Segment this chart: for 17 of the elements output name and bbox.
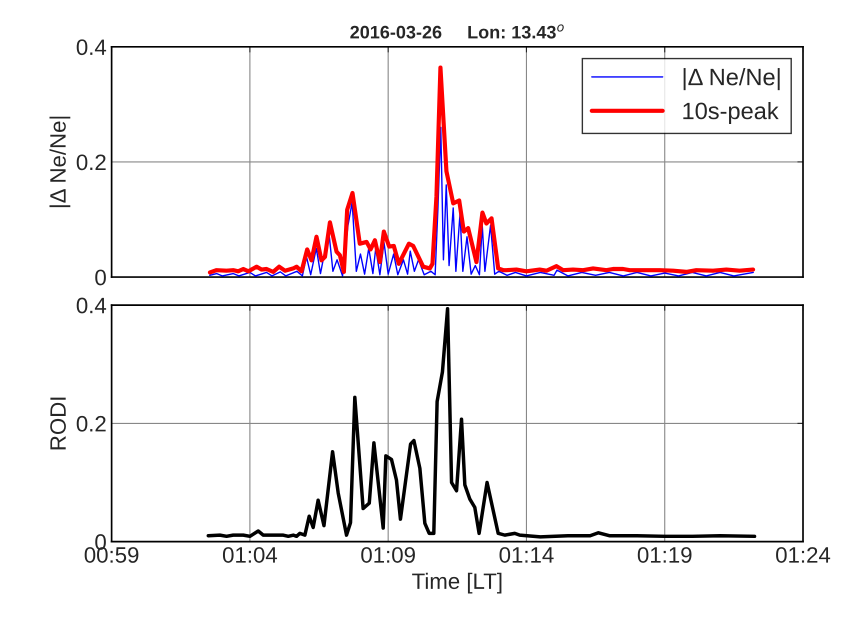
x-tick-label: 01:14 bbox=[500, 547, 554, 563]
x-tick-label: 01:19 bbox=[638, 547, 692, 563]
y-axis-title: RODI bbox=[50, 398, 66, 450]
x-tick-label: 01:09 bbox=[361, 547, 415, 563]
chart-title: 2016-03-26 Lon: 13.43$^{o}$ bbox=[350, 24, 564, 39]
x-axis-title: Time [LT] bbox=[412, 572, 502, 594]
y-tick-label: 0.4 bbox=[76, 39, 106, 56]
x-tick-label: 01:04 bbox=[222, 547, 278, 563]
y-tick-label: 0.2 bbox=[76, 154, 106, 170]
line-series bbox=[209, 126, 754, 277]
legend-label: 10s-peak bbox=[683, 102, 779, 124]
y-tick-label: 0.2 bbox=[76, 416, 106, 432]
y-tick-label: 0.4 bbox=[76, 298, 106, 314]
y-axis-title: |Δ Ne/Ne| bbox=[49, 116, 70, 208]
legend-label: |Δ Ne/Ne| bbox=[684, 68, 780, 90]
x-tick-label: 01:24 bbox=[776, 547, 830, 563]
y-tick-label: 0 bbox=[95, 270, 106, 286]
